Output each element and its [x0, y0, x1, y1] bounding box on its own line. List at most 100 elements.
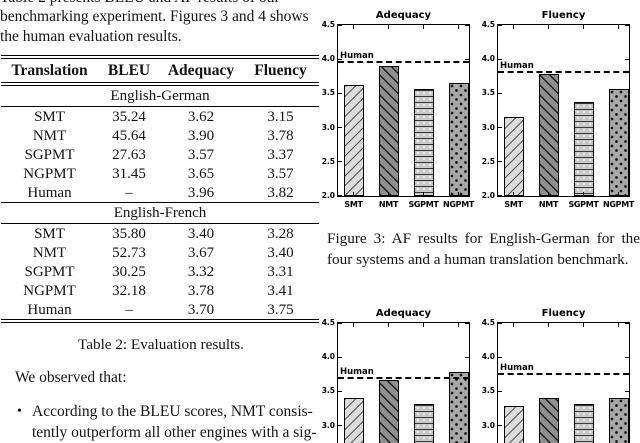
table-cell: 3.82: [267, 184, 294, 201]
tick-mark: [498, 58, 502, 60]
tick-mark: [465, 25, 469, 26]
table-cell: 3.57: [187, 146, 215, 163]
bar-sgpmt: [573, 102, 594, 196]
chart-fluency-english-french: Fluency2.02.53.03.54.04.5SMTNMTSGPMTNGPM…: [482, 308, 630, 443]
chart-title: Fluency: [541, 308, 586, 319]
table-cell: 3.37: [267, 146, 294, 163]
table-cell: NMT: [32, 127, 67, 144]
y-tick-label: 3.0: [321, 122, 335, 132]
table-cell: 30.25: [112, 263, 146, 280]
table-cell: 27.63: [112, 146, 146, 163]
tick-mark: [338, 356, 342, 358]
tick-mark: [583, 192, 584, 196]
human-benchmark-line: [338, 376, 469, 379]
table-row: NMT 45.64 3.90 3.78: [1, 126, 319, 145]
table-cell: 3.31: [267, 263, 294, 280]
table-cell: 45.64: [112, 127, 146, 144]
y-tick-label: 3.5: [481, 88, 495, 98]
tick-mark: [625, 25, 629, 26]
chart-title: Fluency: [541, 10, 586, 21]
y-tick-label: 2.5: [321, 156, 335, 166]
bar-smt: [503, 406, 524, 443]
table-cell: 3.40: [187, 225, 215, 242]
tick-mark: [513, 323, 514, 327]
section-row: English-German: [1, 84, 319, 107]
table-cell: NGPMT: [23, 165, 76, 182]
y-tick-label: 2.0: [321, 191, 335, 200]
y-tick-label: 4.5: [481, 318, 495, 327]
tick-mark: [458, 323, 459, 327]
table-cell: SGPMT: [24, 146, 75, 163]
tick-mark: [353, 192, 354, 196]
bar-nmt: [538, 398, 559, 443]
intro-line-clipped: Table 2 presents BLEU and AF results of …: [0, 0, 322, 7]
tick-mark: [353, 25, 354, 29]
human-line-label: Human: [500, 60, 534, 71]
y-tick-label: 4.5: [321, 318, 335, 327]
tick-mark: [513, 25, 514, 29]
section-row: English-French: [1, 202, 319, 224]
tick-mark: [625, 356, 629, 358]
observations-heading: We observed that:: [15, 369, 127, 386]
tick-mark: [465, 58, 469, 60]
table-cell: 3.40: [267, 244, 294, 261]
bullet-item: • According to the BLEU scores, NMT cons…: [17, 402, 322, 443]
human-benchmark-line: [338, 60, 469, 63]
tick-mark: [625, 58, 629, 60]
table-row: SMT 35.24 3.62 3.15: [1, 107, 319, 127]
table-cell: NGPMT: [23, 282, 76, 299]
tick-mark: [388, 25, 389, 29]
chart-fluency-english-german: Fluency 2.0 2.5 3.0 3.5 4.0 4.5 SMT NMT SGPMT NGPM…: [482, 10, 635, 209]
tick-mark: [465, 323, 469, 324]
bar-ngpmt: [608, 88, 629, 196]
bar-ngpmt: [448, 372, 469, 443]
table-cell: 35.24: [112, 108, 146, 125]
tick-mark: [388, 323, 389, 327]
human-line-label: Human: [340, 50, 374, 61]
tick-mark: [423, 192, 424, 196]
table-cell: 3.90: [187, 127, 215, 144]
tick-mark: [423, 25, 424, 29]
y-tick-label: 4.5: [321, 20, 335, 29]
figure3-caption: Figure 3: AF results for English-German …: [327, 230, 640, 268]
tick-mark: [458, 25, 459, 29]
table-cell: 3.78: [267, 127, 294, 144]
table-cell: Human: [27, 301, 72, 318]
table-cell: SMT: [34, 225, 65, 242]
y-tick-label: 3.0: [321, 420, 335, 430]
tick-mark: [583, 25, 584, 29]
tick-mark: [618, 192, 619, 196]
table-header: Translation BLEU Adequacy Fluency: [1, 57, 319, 84]
tick-mark: [498, 425, 502, 427]
y-tick-label: 3.0: [481, 122, 495, 132]
table-cell: –: [125, 184, 133, 201]
column-header: Adequacy: [167, 62, 235, 79]
x-tick-label: NGPMT: [442, 200, 475, 209]
table-cell: 3.96: [187, 184, 215, 201]
table-cell: 3.67: [187, 244, 215, 261]
x-tick-label: SMT: [344, 200, 363, 209]
x-tick-label: NMT: [538, 200, 559, 209]
x-tick-label: SGPMT: [568, 200, 599, 209]
y-tick-label: 3.5: [481, 386, 495, 396]
y-tick-label: 4.0: [481, 352, 495, 362]
tick-mark: [338, 92, 342, 94]
table-cell: 3.32: [187, 263, 215, 280]
tick-mark: [338, 425, 342, 427]
tick-mark: [548, 192, 549, 196]
chart-title: Adequacy: [375, 308, 432, 319]
table-row: NGPMT 32.18 3.78 3.41: [1, 281, 319, 300]
table-cell: Human: [27, 184, 72, 201]
table-cell: 3.78: [187, 282, 215, 299]
y-tick-label: 3.5: [321, 386, 335, 396]
table-cell: 31.45: [112, 165, 146, 182]
table-cell: 3.28: [267, 225, 294, 242]
bar-nmt: [538, 74, 559, 196]
tick-mark: [513, 192, 514, 196]
bar-ngpmt: [608, 397, 629, 443]
y-tick-label: 3.0: [481, 420, 495, 430]
tick-mark: [498, 161, 502, 163]
x-tick-label: NGPMT: [602, 200, 635, 209]
tick-mark: [465, 356, 469, 358]
